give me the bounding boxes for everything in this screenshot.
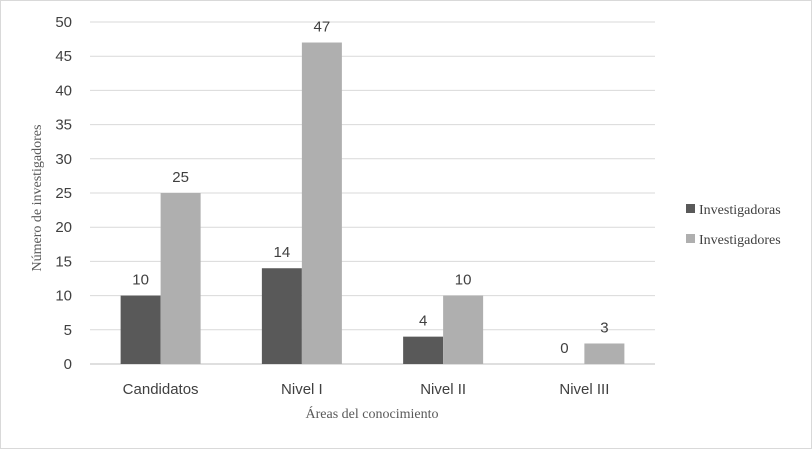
- y-tick-label: 20: [55, 219, 72, 236]
- x-tick-label: Nivel I: [281, 381, 323, 398]
- y-tick-label: 30: [55, 151, 72, 168]
- bar-investigadores: [160, 193, 201, 364]
- legend-label-investigadoras: Investigadoras: [699, 203, 781, 218]
- bar-investigadores: [301, 42, 342, 365]
- bar-investigadores: [584, 343, 625, 364]
- legend-swatch-investigadores: [686, 234, 695, 243]
- y-tick-label: 50: [55, 14, 72, 31]
- y-tick-label: 0: [64, 356, 72, 373]
- y-tick-label: 10: [55, 288, 72, 305]
- data-label-investigadoras: 14: [274, 244, 291, 261]
- legend-swatch-investigadoras: [686, 204, 695, 213]
- y-tick-label: 25: [55, 185, 72, 202]
- y-axis-ticks: 0 5 10 15 20 25 30 35 40 45 50: [55, 14, 72, 373]
- bar-investigadoras: [403, 336, 444, 364]
- data-label-investigadoras: 4: [419, 313, 427, 330]
- data-labels: 10 25 14 47 4 10 0 3: [132, 19, 608, 357]
- data-label-investigadores: 3: [600, 319, 608, 336]
- x-tick-label: Nivel II: [420, 381, 466, 398]
- y-axis-title: Número de investigadores: [30, 125, 45, 272]
- y-tick-label: 35: [55, 117, 72, 134]
- legend-label-investigadores: Investigadores: [699, 233, 781, 248]
- legend: Investigadoras Investigadores: [686, 203, 781, 248]
- data-label-investigadoras: 10: [132, 272, 149, 289]
- y-tick-label: 45: [55, 48, 72, 65]
- x-axis-title: Áreas del conocimiento: [306, 405, 439, 422]
- bars: [120, 42, 625, 365]
- data-label-investigadoras: 0: [560, 340, 568, 357]
- x-tick-label: Nivel III: [559, 381, 609, 398]
- x-tick-label: Candidatos: [123, 381, 199, 398]
- bar-investigadores: [443, 295, 484, 364]
- y-tick-label: 40: [55, 82, 72, 99]
- x-axis-ticks: Candidatos Nivel I Nivel II Nivel III: [123, 381, 610, 398]
- data-label-investigadores: 47: [314, 19, 331, 36]
- data-label-investigadores: 25: [172, 169, 189, 186]
- data-label-investigadores: 10: [455, 272, 472, 289]
- bar-investigadoras: [120, 295, 161, 364]
- y-tick-label: 5: [64, 322, 72, 339]
- bar-investigadoras: [261, 268, 302, 364]
- y-tick-label: 15: [55, 253, 72, 270]
